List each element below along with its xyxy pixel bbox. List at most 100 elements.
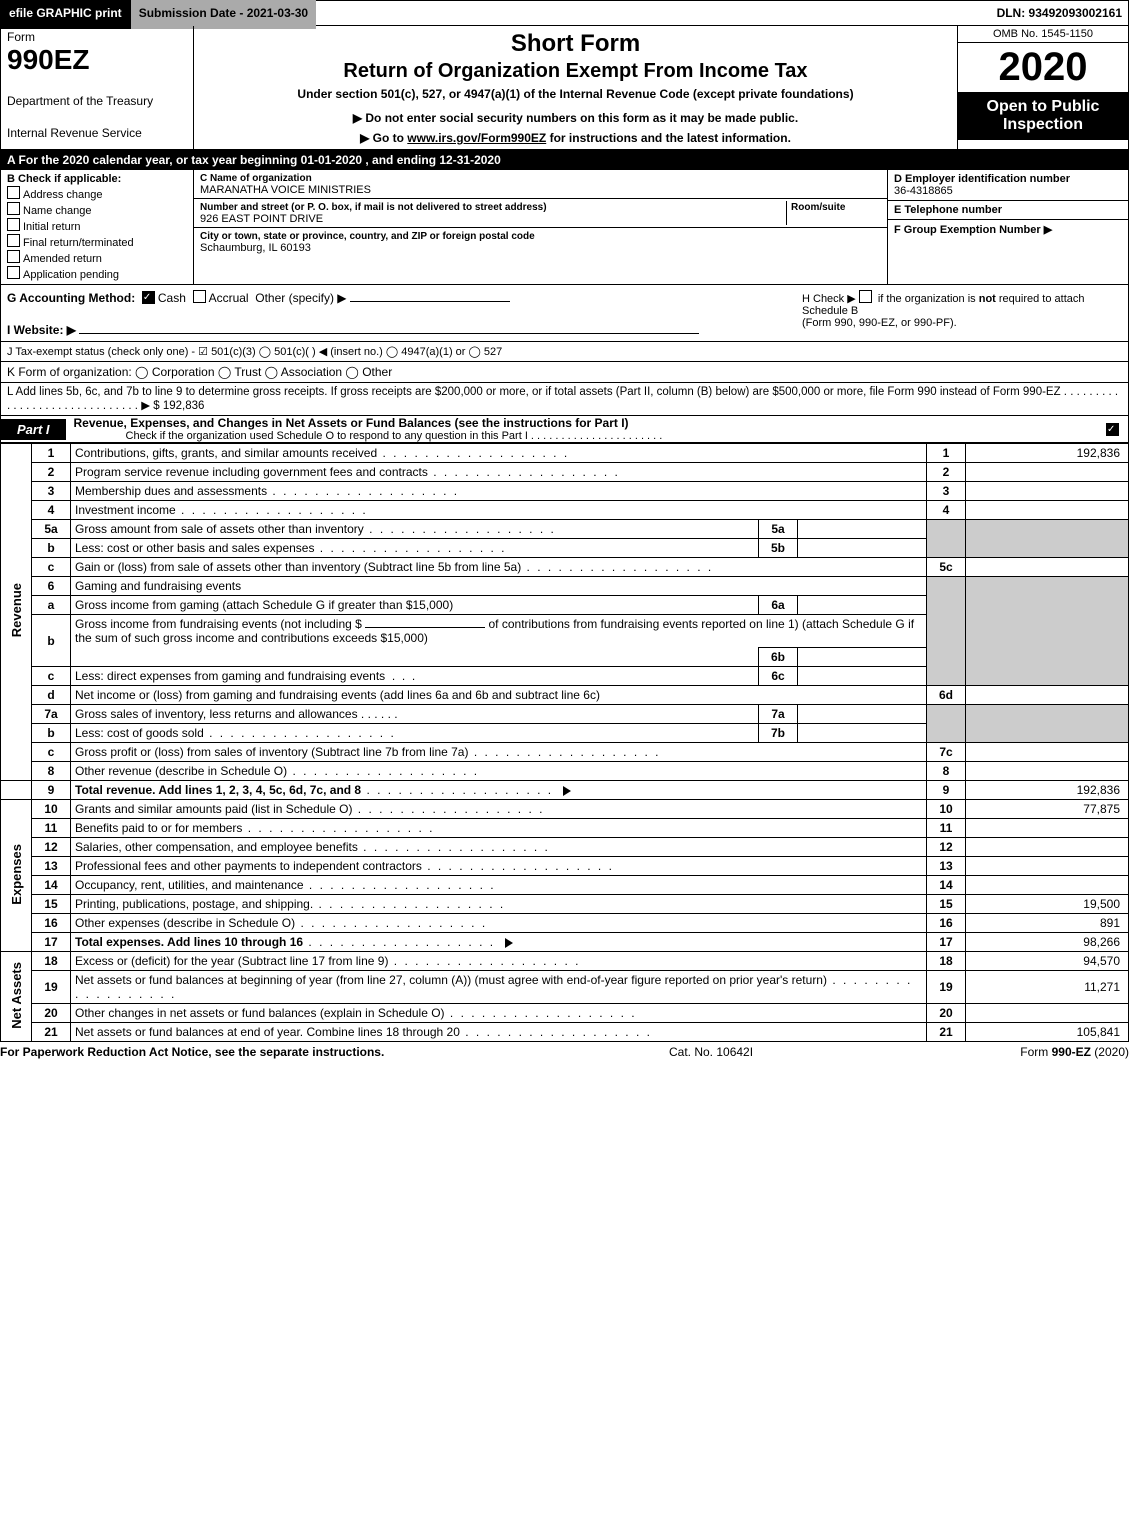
rno: 6d (927, 686, 966, 705)
addr-label: Number and street (or P. O. box, if mail… (200, 202, 547, 213)
part-i-tab: Part I (1, 419, 66, 440)
triangle-icon (505, 938, 513, 948)
expenses-vlabel: Expenses (1, 800, 32, 952)
rno: 4 (927, 501, 966, 520)
rno: 13 (927, 857, 966, 876)
omb-number: OMB No. 1545-1150 (958, 26, 1128, 43)
lno: b (32, 615, 71, 667)
subno: 7b (759, 724, 798, 743)
line-4-desc: Investment income (71, 501, 927, 520)
subno: 6b (759, 648, 798, 667)
lno: 17 (32, 933, 71, 952)
chk-final[interactable]: Final return/terminated (7, 233, 187, 249)
lno: 19 (32, 971, 71, 1004)
line-6b-desc-1: Gross income from fundraising events (no… (71, 615, 927, 648)
line-10-desc: Grants and similar amounts paid (list in… (71, 800, 927, 819)
sec-g: G Accounting Method: Cash Accrual Other … (7, 289, 802, 305)
line-7c-desc: Gross profit or (loss) from sales of inv… (71, 743, 927, 762)
section-g-h-i: G Accounting Method: Cash Accrual Other … (0, 285, 1129, 342)
subno: 5a (759, 520, 798, 539)
line-17-amt: 98,266 (966, 933, 1129, 952)
subamt-7b (798, 724, 927, 743)
rno: 9 (927, 781, 966, 800)
line-7a-desc: Gross sales of inventory, less returns a… (71, 705, 759, 724)
ein-row: D Employer identification number 36-4318… (888, 170, 1128, 201)
line-17-desc: Total expenses. Add lines 10 through 16 (71, 933, 927, 952)
website-input[interactable] (79, 333, 699, 334)
sec-h: H Check ▶ if the organization is not req… (802, 289, 1122, 337)
line-5c-desc: Gain or (loss) from sale of assets other… (71, 558, 927, 577)
chk-initial[interactable]: Initial return (7, 217, 187, 233)
shade (927, 520, 966, 558)
line-9-desc: Total revenue. Add lines 1, 2, 3, 4, 5c,… (71, 781, 927, 800)
lno: a (32, 596, 71, 615)
lno: 11 (32, 819, 71, 838)
submission-date-tab: Submission Date - 2021-03-30 (130, 0, 316, 29)
underline-input[interactable] (365, 627, 485, 628)
subno: 5b (759, 539, 798, 558)
line-6c-desc: Less: direct expenses from gaming and fu… (71, 667, 759, 686)
g-and-i: G Accounting Method: Cash Accrual Other … (7, 289, 802, 337)
lno: 12 (32, 838, 71, 857)
line-15-desc: Printing, publications, postage, and shi… (71, 895, 927, 914)
rno: 16 (927, 914, 966, 933)
checkbox-icon (7, 250, 20, 263)
part-i-sub: Check if the organization used Schedule … (66, 430, 1106, 442)
rno: 15 (927, 895, 966, 914)
org-name: MARANATHA VOICE MINISTRIES (200, 184, 371, 196)
shade (966, 577, 1129, 686)
topmost-bar: efile GRAPHIC print Submission Date - 20… (0, 0, 1129, 26)
line-8-desc: Other revenue (describe in Schedule O) (71, 762, 927, 781)
line-5b-desc: Less: cost or other basis and sales expe… (71, 539, 759, 558)
org-name-row: C Name of organization MARANATHA VOICE M… (194, 170, 887, 199)
lno: 21 (32, 1023, 71, 1042)
checkbox-icon[interactable] (859, 290, 872, 303)
triangle-icon (563, 786, 571, 796)
chk-pending[interactable]: Application pending (7, 265, 187, 281)
subamt-5a (798, 520, 927, 539)
underline-input[interactable] (350, 301, 510, 302)
return-title: Return of Organization Exempt From Incom… (202, 60, 949, 83)
subamt-7a (798, 705, 927, 724)
section-k: K Form of organization: ◯ Corporation ◯ … (0, 362, 1129, 383)
rno: 10 (927, 800, 966, 819)
subamt-6c (798, 667, 927, 686)
lno: 1 (32, 444, 71, 463)
goto-line: ▶ Go to www.irs.gov/Form990EZ for instru… (202, 131, 949, 145)
under-section: Under section 501(c), 527, or 4947(a)(1)… (202, 87, 949, 101)
chk-amended[interactable]: Amended return (7, 249, 187, 265)
form-number: 990EZ (7, 44, 187, 76)
h1: H Check ▶ (802, 293, 856, 305)
goto-link[interactable]: www.irs.gov/Form990EZ (407, 131, 546, 145)
line-20-amt (966, 1004, 1129, 1023)
city-state-zip: Schaumburg, IL 60193 (200, 242, 311, 254)
room-label: Room/suite (791, 202, 845, 213)
rno: 18 (927, 952, 966, 971)
goto-post: for instructions and the latest informat… (550, 131, 791, 145)
pra-notice: For Paperwork Reduction Act Notice, see … (0, 1045, 669, 1059)
efile-tab[interactable]: efile GRAPHIC print (1, 0, 130, 29)
chk-name[interactable]: Name change (7, 201, 187, 217)
l6b-cont (71, 648, 759, 667)
chk-lbl: Name change (23, 205, 92, 217)
h2: if the organization is (878, 293, 979, 305)
line-19-desc: Net assets or fund balances at beginning… (71, 971, 927, 1004)
line-21-desc: Net assets or fund balances at end of ye… (71, 1023, 927, 1042)
city-label: City or town, state or province, country… (200, 231, 535, 242)
chk-lbl: Address change (23, 189, 103, 201)
shade (966, 705, 1129, 743)
group-exemption-row: F Group Exemption Number ▶ (888, 220, 1128, 239)
checkbox-checked-icon (142, 291, 155, 304)
chk-address[interactable]: Address change (7, 185, 187, 201)
part-i-table: Revenue 1 Contributions, gifts, grants, … (0, 443, 1129, 1042)
chk-lbl: Application pending (23, 269, 119, 281)
line-1-desc: Contributions, gifts, grants, and simila… (71, 444, 927, 463)
line-5a-desc: Gross amount from sale of assets other t… (71, 520, 759, 539)
line-6d-amt (966, 686, 1129, 705)
d-label: D Employer identification number (894, 173, 1070, 185)
part-i-check[interactable] (1106, 422, 1128, 437)
line-2-amt (966, 463, 1129, 482)
ein: 36-4318865 (894, 185, 953, 197)
cash-lbl: Cash (158, 291, 186, 305)
dept-treasury: Department of the Treasury (7, 94, 187, 108)
